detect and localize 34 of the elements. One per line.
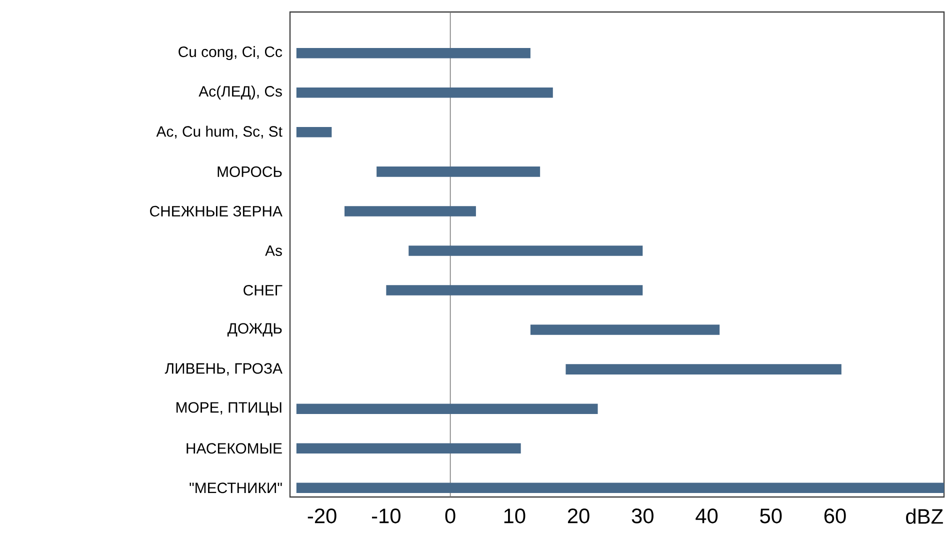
x-tick-label: 30 [632, 508, 654, 524]
y-tick-label: Cu cong, Ci, Cc [178, 46, 282, 60]
bar [530, 324, 720, 335]
y-tick-label: "МЕСТНИКИ" [190, 482, 282, 494]
bar [408, 246, 643, 256]
y-tick-label: МОРОСЬ [218, 166, 282, 177]
x-tick-label: -20 [308, 508, 336, 524]
bar [376, 166, 540, 177]
y-tick-label: ЛИВЕНЬ, ГРОЗА [164, 363, 282, 376]
bar [296, 127, 332, 138]
bar [296, 482, 944, 494]
y-tick-label: МОРЕ, ПТИЦЫ [176, 402, 282, 416]
y-tick-label: Ac, Cu hum, Sc, St [156, 126, 282, 139]
bar [296, 443, 521, 454]
bar [296, 404, 598, 414]
bar [296, 87, 553, 98]
x-tick-label: 10 [504, 508, 526, 524]
y-tick-label: НАСЕКОМЫЕ [186, 443, 282, 454]
y-tick-label: СНЕЖНЫЕ ЗЕРНА [150, 206, 282, 216]
x-axis-title: dBZ [906, 508, 943, 524]
y-tick-label: СНЕГ [244, 284, 282, 296]
x-tick-label: 20 [568, 508, 590, 524]
x-tick-label: 40 [696, 508, 718, 524]
y-tick-label: ДОЖДЬ [227, 323, 282, 336]
y-tick-label: Ac(ЛЕД), Cs [198, 86, 282, 100]
bar [386, 285, 643, 296]
x-tick-label: -10 [372, 508, 400, 524]
x-tick-label: 0 [445, 508, 456, 524]
x-tick-label: 60 [824, 508, 846, 524]
x-tick-label: 50 [760, 508, 782, 524]
bar [566, 364, 842, 374]
y-tick-label: As [265, 246, 282, 256]
bar [344, 206, 476, 216]
bar [296, 48, 530, 58]
